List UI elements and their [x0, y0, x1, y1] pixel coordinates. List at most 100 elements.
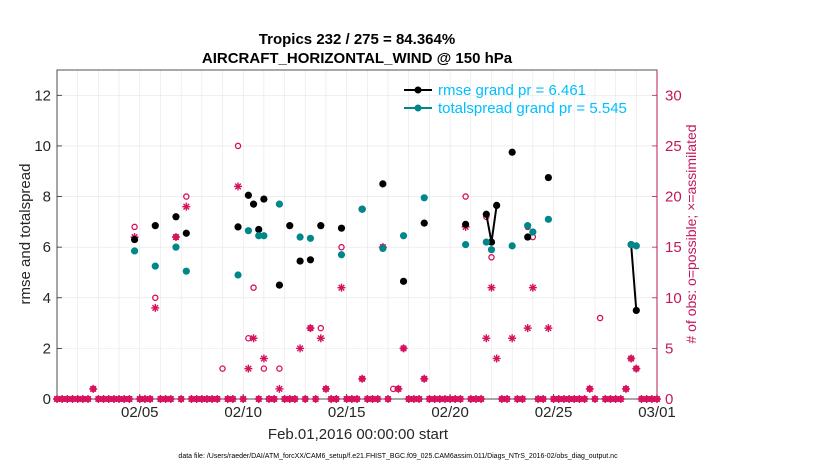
spread-point	[379, 244, 387, 253]
spread-point	[632, 242, 640, 250]
obs-assimilated-stroke	[301, 395, 309, 403]
obs-assimilated-marker	[166, 395, 175, 403]
obs-assimilated-marker	[125, 395, 134, 403]
obs-assimilated-marker	[316, 334, 325, 343]
obs-assimilated-stroke	[198, 395, 206, 403]
obs-assimilated-stroke	[524, 324, 531, 332]
obs-assimilated-marker	[477, 395, 486, 403]
obs-assimilated-stroke	[162, 395, 169, 403]
rmse-point	[151, 222, 159, 230]
obs-assimilated-marker	[559, 395, 568, 403]
spread-point	[306, 234, 315, 242]
obs-assimilated-stroke	[281, 395, 288, 403]
obs-assimilated-stroke	[110, 395, 118, 403]
obs-assimilated-stroke	[193, 395, 200, 403]
obs-assimilated-stroke	[69, 395, 76, 403]
spread-point	[508, 242, 516, 250]
rmse-point	[487, 238, 496, 246]
spread-point	[529, 228, 537, 236]
rmse-point	[632, 306, 640, 315]
obs-assimilated-marker	[368, 395, 377, 403]
obs-assimilated-marker	[213, 395, 222, 403]
spread-point	[544, 215, 552, 223]
rmse-point	[337, 224, 346, 232]
obs-assimilated-stroke	[643, 395, 650, 403]
obs-assimilated-marker	[104, 395, 113, 403]
obs-assimilated-stroke	[369, 395, 376, 403]
rmse-point	[306, 256, 315, 264]
obs-assimilated-stroke	[607, 395, 614, 403]
obs-assimilated-marker	[601, 395, 610, 403]
obs-assimilated-marker	[373, 395, 382, 403]
legend: rmse grand pr = 6.461 totalspread grand …	[404, 82, 627, 117]
obs-assimilated-marker	[203, 395, 211, 403]
obs-assimilated-marker	[487, 283, 496, 292]
rmse-point	[286, 222, 294, 230]
obs-assimilated-marker	[151, 303, 160, 312]
spread-point	[275, 200, 284, 208]
y-tick-label: 2	[43, 340, 51, 357]
x-axis-label: Feb.01,2016 00:00:00 start	[268, 426, 449, 443]
obs-assimilated-stroke	[405, 395, 413, 403]
y-tick-label: 4	[43, 290, 51, 307]
spread-point	[487, 246, 496, 254]
rmse-point	[172, 213, 180, 221]
spread-point	[234, 271, 242, 279]
obs-possible-marker	[250, 284, 257, 291]
obs-assimilated-stroke	[307, 324, 314, 332]
spread-point	[255, 232, 263, 240]
obs-assimilated-stroke	[338, 284, 345, 291]
obs-assimilated-stroke	[493, 355, 500, 362]
obs-assimilated-stroke	[276, 385, 283, 393]
obs-assimilated-stroke	[203, 395, 211, 403]
y-tick-label: 6	[43, 239, 51, 256]
obs-assimilated-stroke	[565, 395, 573, 403]
obs-assimilated-marker	[135, 395, 144, 403]
spread-point	[151, 262, 159, 270]
obs-assimilated-stroke	[146, 395, 154, 403]
spread-point	[260, 232, 268, 240]
obs-assimilated-stroke	[467, 395, 475, 403]
obs-assimilated-marker	[306, 324, 315, 333]
obs-assimilated-stroke	[550, 395, 557, 403]
legend-spread-label: totalspread grand pr = 5.545	[438, 100, 627, 117]
y-right-tick-label: 30	[665, 87, 682, 104]
obs-assimilated-stroke	[234, 183, 242, 190]
obs-assimilated-marker	[296, 344, 305, 353]
obs-assimilated-marker	[544, 324, 553, 333]
obs-assimilated-marker	[647, 395, 656, 403]
obs-assimilated-marker	[482, 334, 491, 343]
chart-subtitle: AIRCRAFT_HORIZONTAL_WIND @ 150 hPa	[202, 50, 513, 67]
obs-assimilated-stroke	[74, 395, 81, 403]
obs-assimilated-stroke	[576, 395, 583, 403]
obs-assimilated-marker	[492, 354, 501, 363]
obs-assimilated-marker	[109, 395, 118, 403]
y-tick-label: 8	[43, 189, 51, 206]
obs-assimilated-stroke	[648, 395, 656, 403]
obs-assimilated-marker	[399, 344, 408, 353]
y-right-tick-label: 5	[665, 340, 673, 357]
obs-assimilated-stroke	[420, 375, 428, 383]
y-axis-label: rmse and totalspread	[17, 164, 34, 305]
data-file-footnote: data file: /Users/raeder/DAI/ATM_forcXX/…	[178, 453, 618, 460]
obs-assimilated-stroke	[400, 345, 407, 352]
obs-assimilated-marker	[239, 395, 248, 403]
rmse-point	[249, 200, 258, 208]
x-tick-label: 02/15	[328, 404, 366, 421]
obs-assimilated-stroke	[622, 385, 630, 393]
obs-assimilated-marker	[585, 384, 594, 393]
obs-assimilated-stroke	[446, 395, 454, 403]
y-right-axis-label: # of obs: o=possible; ×=assimilated	[683, 124, 699, 343]
obs-assimilated-stroke	[483, 334, 490, 342]
obs-assimilated-marker	[580, 395, 589, 403]
obs-assimilated-marker	[590, 395, 599, 403]
obs-assimilated-marker	[523, 324, 532, 333]
y-right-tick-label: 15	[665, 239, 682, 256]
obs-assimilated-stroke	[224, 395, 231, 403]
rmse-point	[182, 229, 190, 237]
obs-assimilated-stroke	[136, 395, 144, 403]
obs-assimilated-stroke	[415, 395, 423, 403]
obs-assimilated-marker	[146, 395, 155, 403]
obs-assimilated-stroke	[157, 395, 164, 403]
obs-assimilated-marker	[627, 354, 636, 363]
